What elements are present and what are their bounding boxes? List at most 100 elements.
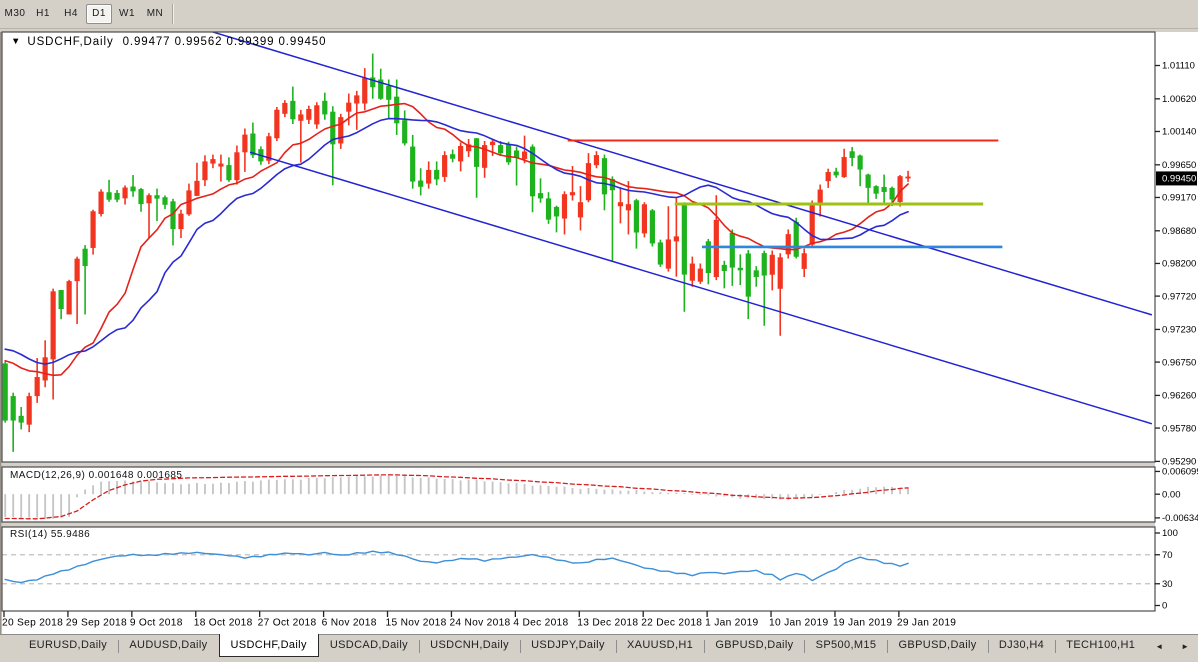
price-axis-label: 0.98200 xyxy=(1162,259,1196,270)
timeframe-button-h1[interactable]: H1 xyxy=(30,4,56,24)
candle-body xyxy=(817,189,823,206)
candle-body xyxy=(825,172,831,182)
symbol-tab-usdcnh-daily[interactable]: USDCNH,Daily xyxy=(430,639,509,651)
tab-scroll-right-icon[interactable]: ► xyxy=(1181,641,1190,651)
macd-label: MACD(12,26,9) 0.001648 0.001685 xyxy=(10,470,182,481)
candle-body xyxy=(74,258,80,282)
candle-body xyxy=(346,102,352,112)
rsi-axis: 100 70 30 0 xyxy=(1155,528,1178,612)
candle-body xyxy=(378,79,384,99)
ma-fast-line xyxy=(4,102,909,377)
chart-ohlc-values: 0.99477 0.99562 0.99399 0.99450 xyxy=(122,36,327,48)
macd-pane-background[interactable] xyxy=(2,467,1155,522)
candle-body xyxy=(761,253,767,276)
trend-channel xyxy=(212,32,1153,425)
price-axis-label: 0.95780 xyxy=(1162,423,1196,434)
chart-symbol-label: USDCHF,Daily xyxy=(27,36,114,48)
candle-body xyxy=(98,191,104,214)
candle-body xyxy=(873,186,879,194)
candle-body xyxy=(50,291,56,360)
candle-body xyxy=(617,202,624,207)
candle-body xyxy=(561,194,568,219)
candle-body xyxy=(202,161,208,181)
time-axis-label: 24 Nov 2018 xyxy=(449,618,510,629)
candle-body xyxy=(234,152,240,181)
symbol-tab-tech100-h1[interactable]: TECH100,H1 xyxy=(1066,639,1136,651)
candle-body xyxy=(657,242,663,265)
symbol-tab-audusd-daily[interactable]: AUDUSD,Daily xyxy=(129,639,208,651)
symbol-tab-usdchf-daily[interactable]: USDCHF,Daily xyxy=(218,634,319,657)
candle-body xyxy=(250,133,256,156)
candle-body xyxy=(66,281,72,315)
candle-body xyxy=(306,108,312,120)
symbol-tab-gbpusd-daily[interactable]: GBPUSD,Daily xyxy=(715,639,794,651)
timeframe-button-m30[interactable]: M30 xyxy=(2,4,28,24)
candle-body xyxy=(338,117,344,144)
candle-body xyxy=(178,213,184,230)
candle-body xyxy=(905,176,911,179)
price-axis-label: 0.96260 xyxy=(1162,391,1196,402)
candlesticks xyxy=(2,53,911,452)
candle-body xyxy=(402,120,408,144)
price-axis-label: 0.97720 xyxy=(1162,291,1196,302)
candle-body xyxy=(569,192,576,196)
candle-body xyxy=(90,211,96,248)
price-axis-label: 0.99170 xyxy=(1162,193,1196,204)
candle-body xyxy=(154,195,160,199)
timeframe-button-mn[interactable]: MN xyxy=(142,4,168,24)
pane-frame xyxy=(1,526,1156,612)
candle-body xyxy=(34,377,40,397)
macd-value-main: 0.001648 xyxy=(88,470,134,481)
candle-body xyxy=(881,186,887,192)
macd-axis-label: -0.006347 xyxy=(1162,513,1198,524)
candle-body xyxy=(10,396,16,421)
symbol-tab-bar: EURUSD,Daily AUDUSD,Daily USDCHF,Daily USDC… xyxy=(0,634,1198,662)
candle-body xyxy=(122,187,128,199)
moving-averages xyxy=(4,102,909,377)
candle-body xyxy=(505,144,512,163)
candle-body xyxy=(601,158,608,195)
candle-body xyxy=(170,201,176,230)
time-scale-background[interactable] xyxy=(2,611,1155,634)
pane-frame xyxy=(1,31,1156,463)
symbol-tab-xauusd-h1[interactable]: XAUUSD,H1 xyxy=(627,639,694,651)
symbol-tab-sp500-m15[interactable]: SP500,M15 xyxy=(815,639,877,651)
tab-scroll-left-icon[interactable]: ◄ xyxy=(1155,641,1164,651)
macd-pane xyxy=(4,474,910,520)
rsi-pane-background[interactable] xyxy=(2,527,1155,611)
candle-body xyxy=(194,180,200,196)
candle-body xyxy=(777,257,783,289)
candle-body xyxy=(793,221,799,257)
candle-body xyxy=(521,151,528,159)
current-price: 0.99450 xyxy=(1156,171,1197,186)
macd-name: MACD(12,26,9) xyxy=(10,470,86,481)
candle-body xyxy=(553,206,560,217)
price-scale-background[interactable] xyxy=(1155,32,1198,634)
symbol-tab-eurusd-daily[interactable]: EURUSD,Daily xyxy=(29,639,108,651)
macd-axis-label: 0.00 xyxy=(1162,489,1181,500)
chart-title: ▼ USDCHF,Daily 0.99477 0.99562 0.99399 0.9… xyxy=(11,36,326,48)
time-axis-label: 15 Nov 2018 xyxy=(386,618,447,629)
rsi-label: RSI(14) 55.9486 xyxy=(10,529,90,540)
symbol-tab-gbpusd-daily[interactable]: GBPUSD,Daily xyxy=(898,639,977,651)
current-price-label: 0.99450 xyxy=(1162,174,1196,185)
price-axis-label: 0.98680 xyxy=(1162,226,1196,237)
symbol-tab-dj30-h4[interactable]: DJ30,H4 xyxy=(998,639,1045,651)
channel-lower-line xyxy=(249,151,1153,425)
candle-body xyxy=(482,145,488,168)
candle-body xyxy=(58,289,64,310)
timeframe-button-w1[interactable]: W1 xyxy=(114,4,140,24)
symbol-tab-usdcad-daily[interactable]: USDCAD,Daily xyxy=(329,639,408,651)
candle-body xyxy=(2,363,8,421)
candle-body xyxy=(466,144,472,152)
symbol-tab-usdjpy-daily[interactable]: USDJPY,Daily xyxy=(531,639,605,651)
candle-body xyxy=(114,192,120,200)
timeframe-button-d1[interactable]: D1 xyxy=(86,4,112,24)
time-axis-label: 20 Sep 2018 xyxy=(2,618,63,629)
candle-body xyxy=(314,105,320,125)
candle-body xyxy=(274,109,280,139)
timeframe-button-h4[interactable]: H4 xyxy=(58,4,84,24)
candle-body xyxy=(298,114,304,121)
candle-body xyxy=(497,145,504,154)
